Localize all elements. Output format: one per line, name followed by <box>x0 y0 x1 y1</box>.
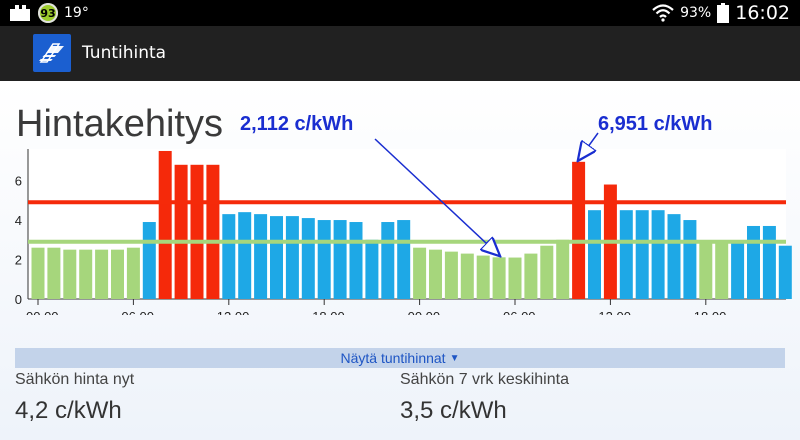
price-bar <box>683 220 697 299</box>
price-bar <box>460 253 474 299</box>
price-bar <box>95 249 109 299</box>
y-tick-label: 2 <box>15 253 22 268</box>
price-bar <box>301 218 315 299</box>
price-bar <box>222 214 236 299</box>
price-bar <box>349 222 363 299</box>
price-bar <box>619 210 633 299</box>
price-bar <box>79 249 93 299</box>
price-annotation: 6,951 c/kWh <box>598 115 713 135</box>
price-bar <box>556 239 570 299</box>
avg-price-value: 3,5 c/kWh <box>400 397 507 424</box>
dropdown-arrow-icon: ▼ <box>449 352 460 364</box>
avg-price-label: Sähkön 7 vrk keskihinta <box>400 371 569 388</box>
page-title: Hintakehitys <box>16 103 223 145</box>
price-bar <box>667 214 681 299</box>
x-tick-label: 12.00 <box>217 309 250 315</box>
app-logo-icon[interactable] <box>33 34 71 72</box>
x-tick-label: 00.00 <box>26 309 59 315</box>
price-annotation: 2,112 c/kWh <box>240 115 353 135</box>
price-bar <box>254 214 268 299</box>
y-tick-label: 6 <box>15 174 22 189</box>
price-bar <box>126 247 140 299</box>
price-bar <box>413 247 427 299</box>
app-title: Tuntihinta <box>82 43 167 63</box>
price-bar <box>429 249 442 299</box>
price-bar <box>238 212 252 299</box>
clock: 16:02 <box>735 2 790 24</box>
annotation-arrow <box>374 138 499 255</box>
price-bar <box>142 222 156 299</box>
price-bar <box>747 225 760 299</box>
price-bar <box>174 164 188 299</box>
current-price-label: Sähkön hinta nyt <box>15 371 135 388</box>
price-bar <box>715 241 729 299</box>
app-bar: Tuntihinta <box>0 26 800 81</box>
price-bar <box>492 257 506 299</box>
price-bar <box>651 210 665 299</box>
x-tick-label: 06.00 <box>121 309 154 315</box>
price-bar <box>47 247 61 299</box>
price-bar <box>206 164 220 299</box>
x-tick-label: 12.00 <box>598 309 631 315</box>
price-bar <box>285 216 299 299</box>
price-bar <box>635 210 649 299</box>
temperature: 19° <box>64 5 89 21</box>
price-bar <box>333 220 347 299</box>
battery-percentage: 93% <box>680 5 712 21</box>
annotation-arrow <box>579 132 599 160</box>
price-bar <box>540 245 554 299</box>
price-bar <box>699 241 713 299</box>
price-bar <box>397 220 411 299</box>
x-tick-label: 06.00 <box>503 309 536 315</box>
show-hourly-prices-label: Näytä tuntihinnat <box>340 350 446 366</box>
price-bar <box>524 253 538 299</box>
price-bar <box>476 255 490 299</box>
status-bar: 93 19° 93% 16:02 <box>0 0 800 26</box>
price-bar <box>31 247 45 299</box>
price-bar <box>731 241 745 299</box>
y-tick-label: 0 <box>15 292 22 307</box>
price-bar <box>365 239 379 299</box>
battery-icon <box>717 3 730 23</box>
price-bar <box>158 150 172 299</box>
price-bar <box>572 161 586 299</box>
wifi-icon <box>652 4 674 22</box>
price-bar <box>190 164 204 299</box>
price-bar <box>317 220 331 299</box>
y-tick-label: 4 <box>15 213 22 228</box>
x-tick-label: 00.00 <box>408 309 441 315</box>
price-bar <box>778 245 792 299</box>
price-bar <box>508 257 522 299</box>
briefcase-notification-icon <box>10 5 30 21</box>
price-bar <box>63 249 77 299</box>
x-tick-label: 18.00 <box>694 309 727 315</box>
x-tick-label: 18.00 <box>312 309 345 315</box>
price-bar <box>444 251 458 299</box>
price-bar <box>111 249 124 299</box>
price-bar <box>270 216 283 299</box>
show-hourly-prices-button[interactable]: Näytä tuntihinnat ▼ <box>15 348 785 368</box>
price-bar <box>381 222 395 299</box>
notification-badge: 93 <box>38 3 58 23</box>
price-bar <box>588 210 601 299</box>
current-price-value: 4,2 c/kWh <box>15 397 122 424</box>
price-bar <box>762 225 776 299</box>
